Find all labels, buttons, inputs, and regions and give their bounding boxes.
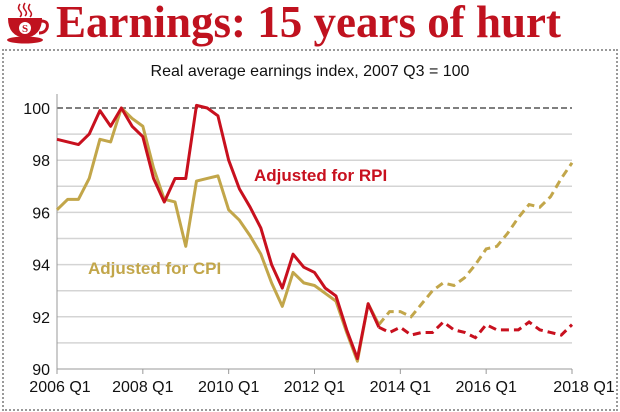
series-forecast-line-adjusted-for-cpi	[377, 161, 574, 326]
legend-label: Adjusted for CPI	[88, 259, 221, 278]
x-tick-label: 2014 Q1	[370, 379, 431, 396]
series-forecast-line-adjusted-for-rpi	[378, 320, 574, 340]
header: S Earnings: 15 years of hurt	[0, 0, 620, 48]
x-tick-label: 2012 Q1	[284, 379, 345, 396]
x-tick-label: 2008 Q1	[112, 379, 173, 396]
y-tick-label: 100	[23, 101, 50, 118]
x-tick-label: 2018 Q1	[553, 379, 614, 396]
legend-label: Adjusted for RPI	[254, 166, 387, 185]
headline: Earnings: 15 years of hurt	[56, 0, 561, 47]
teacup-logo-icon: S	[7, 2, 49, 44]
x-tick-label: 2010 Q1	[198, 379, 259, 396]
svg-text:S: S	[22, 23, 28, 35]
y-tick-label: 94	[32, 258, 50, 275]
y-tick-label: 96	[32, 205, 50, 222]
y-tick-label: 98	[32, 153, 50, 170]
x-tick-label: 2006 Q1	[29, 379, 90, 396]
y-tick-label: 90	[32, 362, 50, 379]
series-line-adjusted-for-cpi	[55, 106, 381, 363]
series-line-adjusted-for-rpi	[56, 103, 381, 361]
x-tick-label: 2016 Q1	[455, 379, 516, 396]
chart-frame	[2, 49, 618, 411]
chart-title: Real average earnings index, 2007 Q3 = 1…	[150, 63, 470, 80]
y-tick-label: 92	[32, 310, 50, 327]
